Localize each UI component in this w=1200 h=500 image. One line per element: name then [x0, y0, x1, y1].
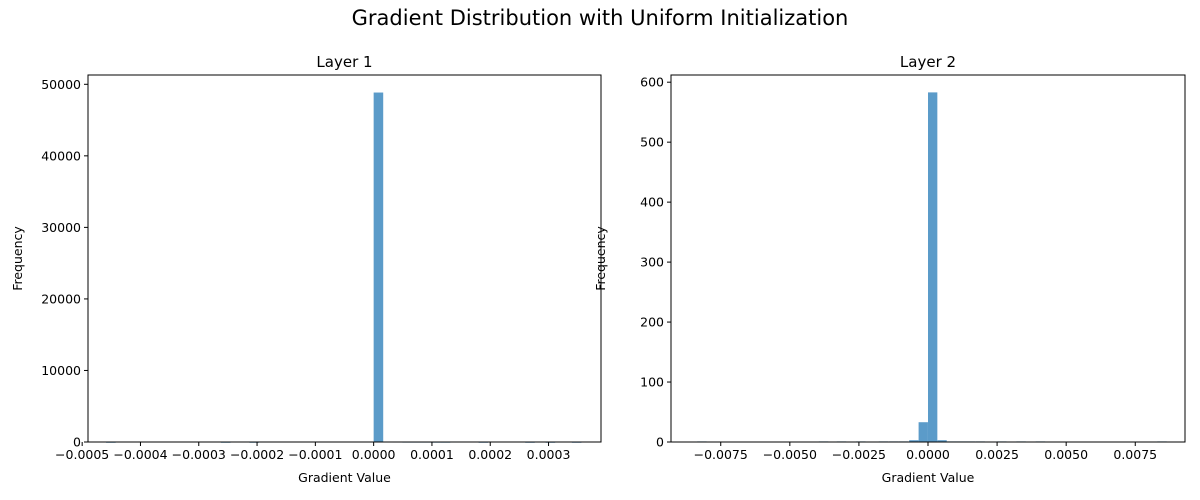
y-tick-label: 600	[640, 75, 664, 90]
x-axis-label: Gradient Value	[298, 470, 391, 485]
y-tick-label: 10000	[41, 363, 81, 378]
subplot-title: Layer 1	[316, 53, 372, 71]
x-axis-label: Gradient Value	[882, 470, 975, 485]
y-tick-label: 500	[640, 135, 664, 150]
x-tick-label: 0.0025	[975, 447, 1019, 462]
y-tick-label: 0	[656, 435, 664, 450]
y-tick-label: 100	[640, 375, 664, 390]
plot-frame	[87, 74, 602, 443]
x-tick-label: 0.0050	[1044, 447, 1088, 462]
x-tick-label: 0.0000	[906, 447, 950, 462]
y-axis-label: Frequency	[10, 226, 25, 291]
x-tick-label: −0.0025	[832, 447, 886, 462]
histogram-bar	[937, 440, 947, 442]
histogram-bar	[928, 92, 938, 442]
y-tick-label: 400	[640, 195, 664, 210]
x-tick-label: 0.0000	[352, 447, 396, 462]
x-tick-label: −0.0005	[55, 447, 109, 462]
subplot-title: Layer 2	[900, 53, 956, 71]
y-tick-label: 200	[640, 315, 664, 330]
y-tick-label: 20000	[41, 291, 81, 306]
x-tick-label: 0.0002	[468, 447, 512, 462]
x-tick-label: −0.0002	[230, 447, 284, 462]
histogram-bar	[918, 422, 928, 442]
y-tick-label: 40000	[41, 148, 81, 163]
x-tick-label: −0.0001	[288, 447, 342, 462]
histogram-bar	[373, 92, 384, 442]
x-tick-label: 0.0003	[527, 447, 571, 462]
x-tick-label: 0.0001	[410, 447, 454, 462]
y-axis-label: Frequency	[593, 226, 608, 291]
y-tick-label: 0	[73, 435, 81, 450]
x-tick-label: −0.0003	[172, 447, 226, 462]
x-tick-label: −0.0050	[763, 447, 817, 462]
x-tick-label: −0.0004	[113, 447, 167, 462]
y-tick-label: 300	[640, 255, 664, 270]
histogram-bar	[909, 440, 919, 442]
figure-title: Gradient Distribution with Uniform Initi…	[351, 6, 849, 30]
x-tick-label: 0.0075	[1113, 447, 1157, 462]
x-tick-label: −0.0075	[694, 447, 748, 462]
y-tick-label: 50000	[41, 77, 81, 92]
y-tick-label: 30000	[41, 220, 81, 235]
